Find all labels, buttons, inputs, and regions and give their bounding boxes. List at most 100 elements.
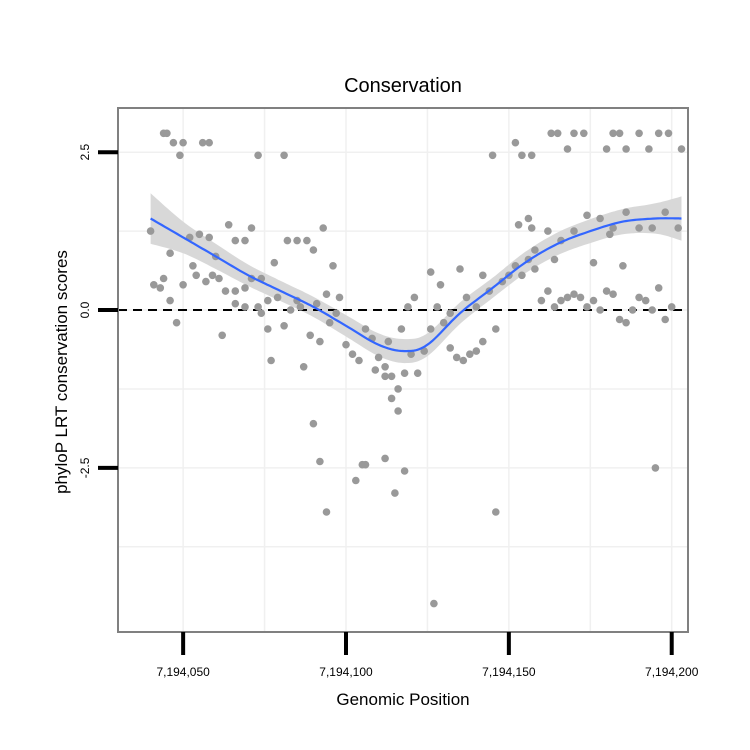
data-point <box>329 262 337 270</box>
data-point <box>563 145 572 153</box>
data-point <box>645 145 653 153</box>
data-point <box>635 293 643 302</box>
data-point <box>648 224 656 232</box>
data-point <box>316 457 324 466</box>
data-point <box>400 369 409 378</box>
data-point <box>550 255 559 264</box>
data-point <box>394 407 402 415</box>
data-point <box>247 224 256 232</box>
y-tick-label: 2.5 <box>78 144 92 161</box>
data-point <box>553 129 562 138</box>
x-tick-label: 7,194,050 <box>156 665 210 679</box>
data-point <box>570 290 578 299</box>
x-axis: 7,194,050 7,194,100 7,194,150 7,194,200 <box>156 632 699 679</box>
data-point <box>299 363 308 371</box>
data-point <box>221 287 230 295</box>
data-point <box>387 372 396 381</box>
data-point <box>264 325 272 333</box>
data-point <box>322 290 331 299</box>
smooth-line-layer <box>150 217 682 353</box>
x-tick-label: 7,194,100 <box>319 665 373 679</box>
data-point <box>524 214 533 223</box>
data-point <box>293 236 301 245</box>
data-point <box>172 318 181 327</box>
data-point <box>654 129 663 138</box>
data-point <box>622 145 630 153</box>
data-point <box>218 331 226 340</box>
data-point <box>166 249 174 257</box>
data-point <box>280 151 288 160</box>
data-point <box>472 347 481 355</box>
data-point <box>208 271 217 280</box>
data-point <box>241 303 249 311</box>
data-point <box>332 309 341 318</box>
data-point <box>514 221 523 229</box>
data-point <box>352 476 360 485</box>
data-point <box>426 325 435 333</box>
data-point <box>492 508 500 516</box>
data-point <box>407 350 415 359</box>
data-point <box>641 296 650 305</box>
data-point <box>433 303 442 311</box>
data-point <box>537 296 546 305</box>
data-point <box>283 236 292 245</box>
data-point <box>472 303 481 311</box>
data-point <box>309 246 318 254</box>
data-point <box>492 325 500 333</box>
data-point <box>439 318 448 327</box>
data-point <box>661 315 669 324</box>
data-point <box>550 303 559 311</box>
data-point <box>518 271 526 280</box>
data-point <box>156 284 165 292</box>
data-point <box>325 318 334 327</box>
data-point <box>394 385 402 393</box>
data-point <box>410 293 419 302</box>
data-point <box>452 353 461 362</box>
data-point <box>397 325 406 333</box>
data-point <box>635 224 643 232</box>
data-point <box>159 274 168 283</box>
y-tick-label: 0.0 <box>78 301 92 318</box>
data-point <box>306 331 315 340</box>
data-point <box>179 281 187 289</box>
data-point <box>303 236 311 245</box>
data-point <box>296 303 305 311</box>
data-point <box>166 296 174 305</box>
data-point <box>479 337 487 346</box>
data-point <box>254 151 262 160</box>
data-point <box>606 230 614 239</box>
data-point <box>570 227 578 235</box>
data-point <box>596 214 604 223</box>
data-point <box>488 151 497 160</box>
data-point <box>635 129 643 138</box>
data-point <box>215 274 223 283</box>
data-point <box>150 281 158 289</box>
data-point <box>267 356 275 365</box>
data-point <box>583 303 591 311</box>
data-point <box>205 233 213 242</box>
data-point <box>371 366 380 374</box>
data-point <box>677 145 686 153</box>
data-point <box>241 236 249 245</box>
data-point <box>231 287 240 295</box>
data-point <box>146 227 155 235</box>
data-point <box>462 293 471 302</box>
data-point <box>576 293 585 302</box>
data-point <box>322 508 331 516</box>
data-point <box>312 299 321 308</box>
data-point <box>381 454 389 463</box>
data-point <box>446 344 455 352</box>
chart-title: Conservation <box>344 75 462 97</box>
data-point <box>319 224 328 232</box>
data-point <box>667 303 676 311</box>
data-point <box>527 151 536 160</box>
data-point <box>430 599 438 608</box>
data-point <box>583 211 591 220</box>
data-point <box>589 296 598 305</box>
data-point <box>661 208 669 216</box>
data-point <box>254 303 262 311</box>
data-point <box>381 363 389 371</box>
data-point <box>664 129 673 138</box>
data-point <box>609 224 617 232</box>
